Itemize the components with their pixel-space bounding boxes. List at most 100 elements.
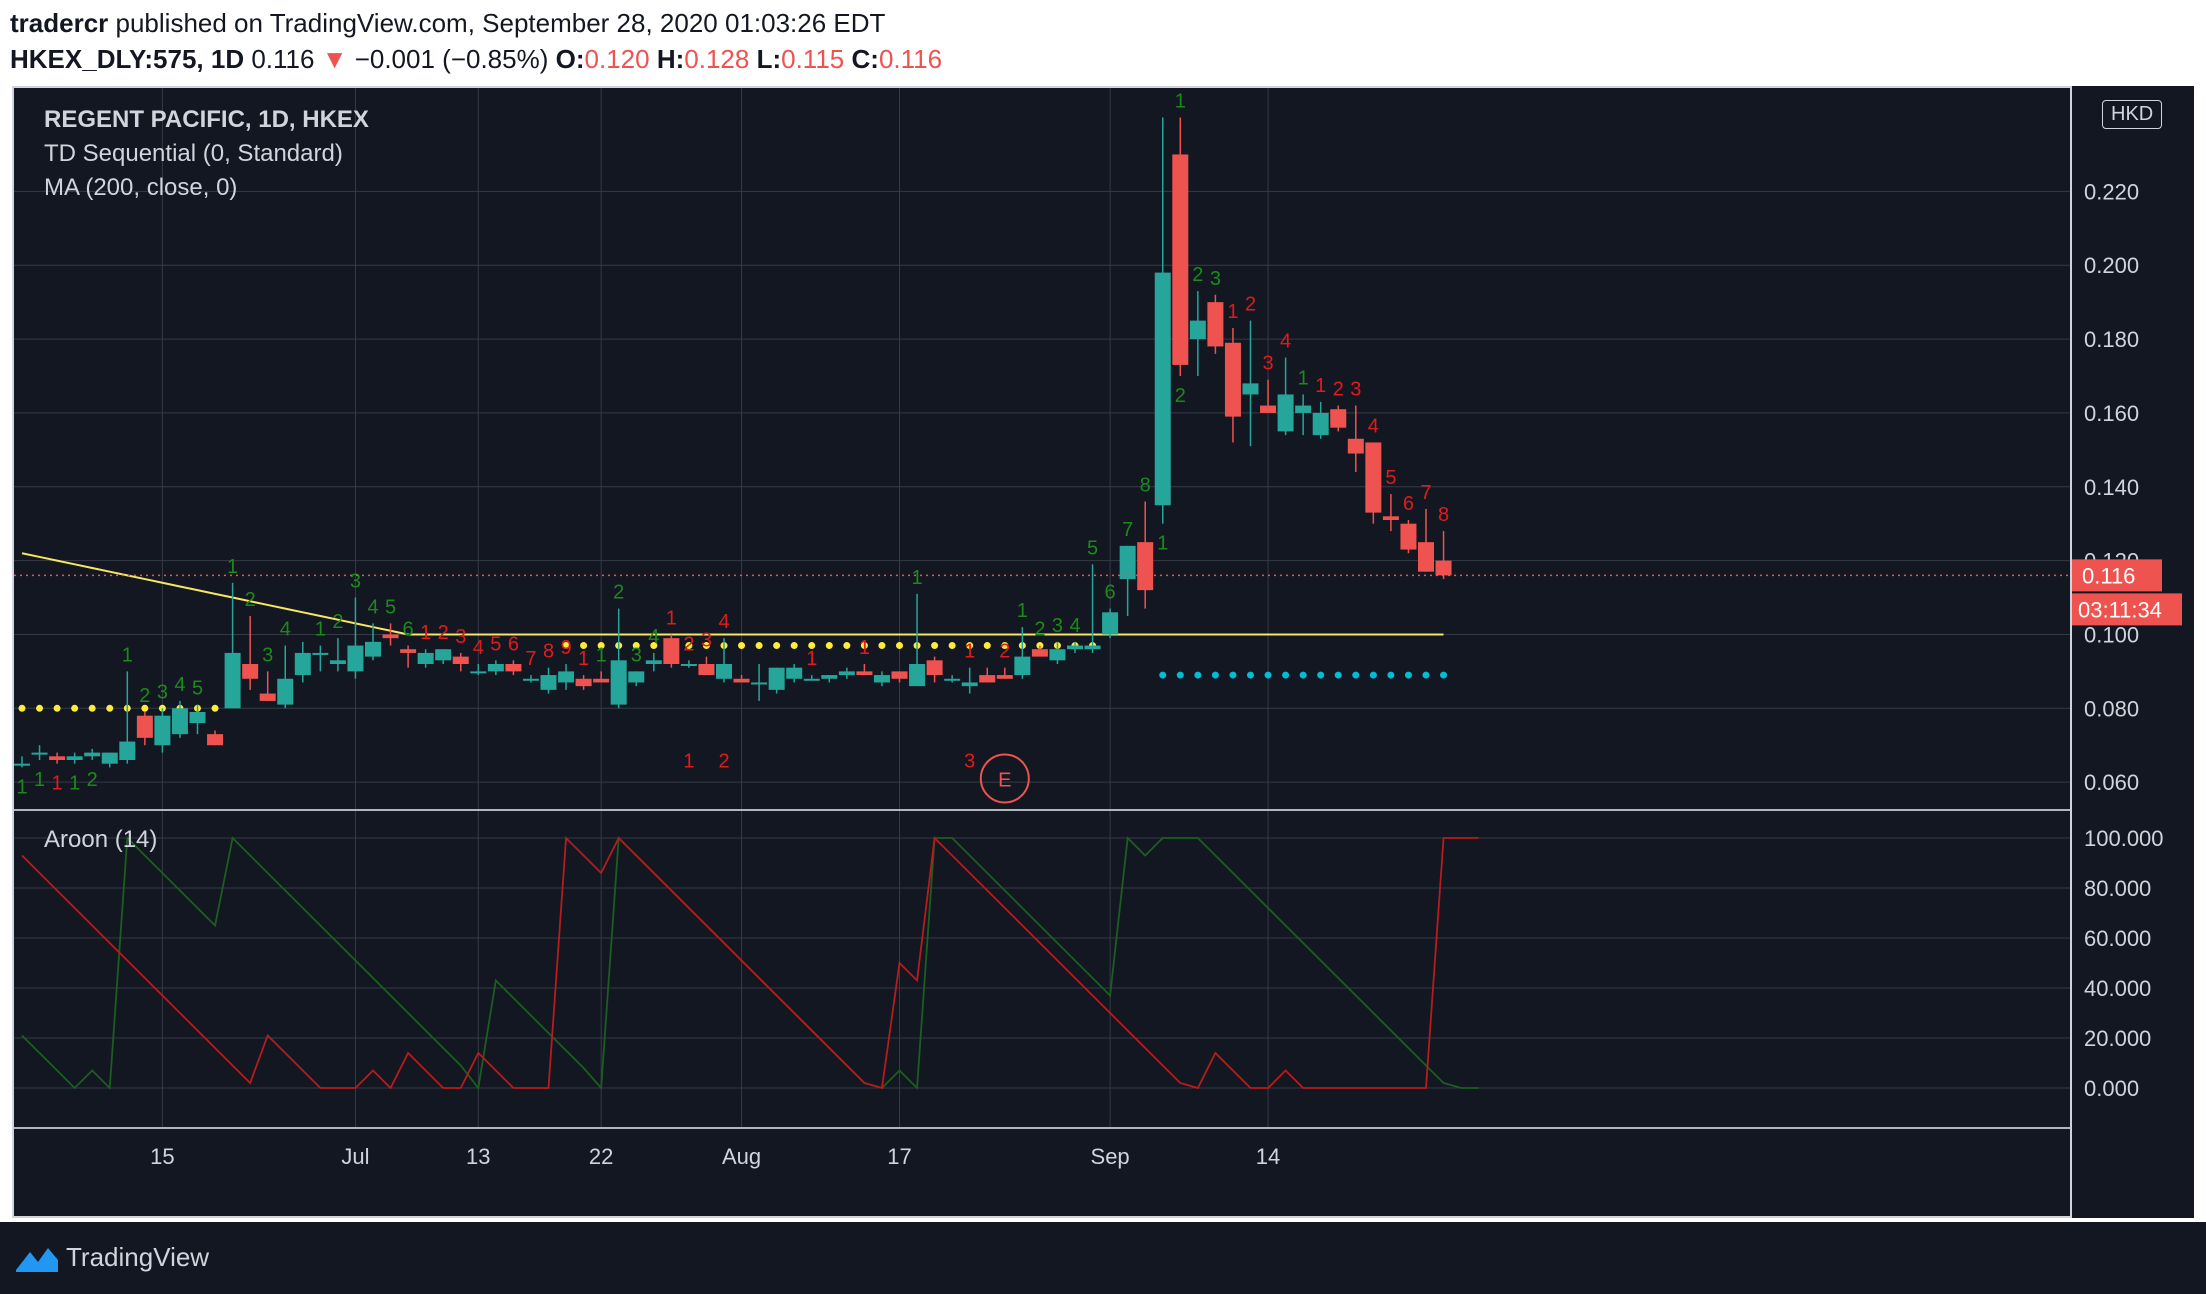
candle-body <box>698 664 715 676</box>
candle-body <box>1207 302 1224 347</box>
td-count-label: 1 <box>16 776 27 798</box>
td-count-label: 5 <box>1385 467 1396 489</box>
candle-body <box>873 675 890 683</box>
x-tick-label: 15 <box>150 1144 174 1169</box>
price-axis-svg[interactable]: 0.0600.0800.1000.1200.1400.1600.1800.200… <box>2072 86 2194 1218</box>
candle-body <box>1049 649 1066 661</box>
candle-body <box>786 667 803 679</box>
currency-badge[interactable]: HKD <box>2102 100 2163 129</box>
legend-ma[interactable]: MA (200, close, 0) <box>44 174 238 201</box>
candle-body <box>733 678 750 683</box>
x-tick-label: Jul <box>341 1144 369 1169</box>
td-count-label: 3 <box>262 644 273 666</box>
td-count-label: 1 <box>52 773 63 795</box>
td-count-label: 2 <box>332 611 343 633</box>
candle-body <box>1295 405 1312 413</box>
candle-body <box>1435 560 1452 576</box>
td-count-label: 3 <box>1350 379 1361 401</box>
td-count-label: 3 <box>964 750 975 772</box>
last-price-badge <box>2072 559 2162 592</box>
candle-body <box>84 752 101 757</box>
candle-body <box>242 664 259 679</box>
legend-aroon[interactable]: Aroon (14) <box>44 826 158 853</box>
x-tick-label: 22 <box>589 1144 613 1169</box>
y-tick-label: 0.000 <box>2084 1076 2139 1101</box>
aroon-down-line <box>21 835 1479 1090</box>
y-tick-label: 0.200 <box>2084 253 2139 278</box>
td-count-label: 2 <box>683 633 694 655</box>
td-count-label: 2 <box>1192 264 1203 286</box>
td-support-dot <box>860 642 868 650</box>
candle-body <box>1154 272 1171 506</box>
candle-body <box>803 678 820 681</box>
td-count-label: 1 <box>683 750 694 772</box>
candle-body <box>452 656 469 664</box>
countdown-label: 03:11:34 <box>2078 597 2162 622</box>
td-count-label: 2 <box>1175 385 1186 407</box>
candle-body <box>891 671 908 679</box>
y-tick-label: 100.000 <box>2084 826 2164 851</box>
y-tick-label: 0.140 <box>2084 475 2139 500</box>
high-value: 0.128 <box>684 44 750 74</box>
td-support-dot <box>878 642 886 650</box>
candle-body <box>347 645 364 672</box>
candle-body <box>628 671 645 683</box>
td-count-label: 1 <box>1315 375 1326 397</box>
y-tick-label: 60.000 <box>2084 926 2151 951</box>
td-support-dot <box>825 642 833 650</box>
legend-td-sequential[interactable]: TD Sequential (0, Standard) <box>44 140 343 167</box>
candle-body <box>382 634 399 639</box>
td-resistance-dot <box>1159 671 1167 679</box>
td-count-label: 2 <box>999 641 1010 663</box>
td-count-label: 2 <box>1333 379 1344 401</box>
td-count-label: 4 <box>1069 615 1080 637</box>
td-support-dot <box>702 642 710 650</box>
td-count-label: 4 <box>648 626 659 648</box>
td-support-dot <box>211 704 219 712</box>
open-label: O: <box>555 44 585 74</box>
candle-body <box>294 652 311 676</box>
td-resistance-dot <box>1369 671 1377 679</box>
candle-body <box>821 675 838 679</box>
td-count-label: 1 <box>596 644 607 666</box>
td-resistance-dot <box>1404 671 1412 679</box>
td-count-label: 3 <box>701 630 712 652</box>
td-support-dot <box>18 704 26 712</box>
tradingview-logo-icon[interactable] <box>14 1242 60 1276</box>
candle-body <box>979 675 996 683</box>
candle-body <box>1382 516 1399 520</box>
td-count-label: 3 <box>455 626 466 648</box>
chart-pane[interactable]: 15 Jul 13 22 Aug 17 Sep 14 1 1 1 1 2 1 2 3 4 5 1 2 3 4 1 2 3 4 5 6 1… <box>12 86 2072 1218</box>
td-count-label: 3 <box>1052 615 1063 637</box>
td-support-dot <box>983 642 991 650</box>
td-support-dot <box>562 642 570 650</box>
y-tick-label: 0.180 <box>2084 327 2139 352</box>
price-axis[interactable]: 0.0600.0800.1000.1200.1400.1600.1800.200… <box>2072 86 2194 1218</box>
td-support-dot <box>650 642 658 650</box>
td-resistance-dot <box>1264 671 1272 679</box>
td-count-label: 1 <box>227 556 238 578</box>
candle-body <box>1418 542 1434 572</box>
td-count-label: 1 <box>315 619 326 641</box>
candle-body <box>680 664 697 666</box>
candle-body <box>1031 649 1048 657</box>
candle-body <box>154 715 171 746</box>
candle-body <box>1330 409 1347 428</box>
td-count-label: 5 <box>1087 537 1098 559</box>
td-count-label: 6 <box>508 633 519 655</box>
price-change: −0.001 (−0.85%) <box>354 44 549 74</box>
candle-body <box>1312 412 1329 436</box>
candle-body <box>944 678 961 681</box>
td-count-label: 1 <box>34 769 45 791</box>
brand-name[interactable]: TradingView <box>66 1242 210 1272</box>
candle-body <box>558 671 575 683</box>
earnings-marker-label: E <box>998 769 1011 791</box>
y-tick-label: 80.000 <box>2084 876 2151 901</box>
td-count-label: 1 <box>1017 600 1028 622</box>
candle-body <box>1119 545 1136 580</box>
td-count-label: 5 <box>490 633 501 655</box>
candle-body <box>136 715 153 738</box>
candle-body <box>768 667 785 690</box>
author-name[interactable]: tradercr <box>10 8 109 38</box>
